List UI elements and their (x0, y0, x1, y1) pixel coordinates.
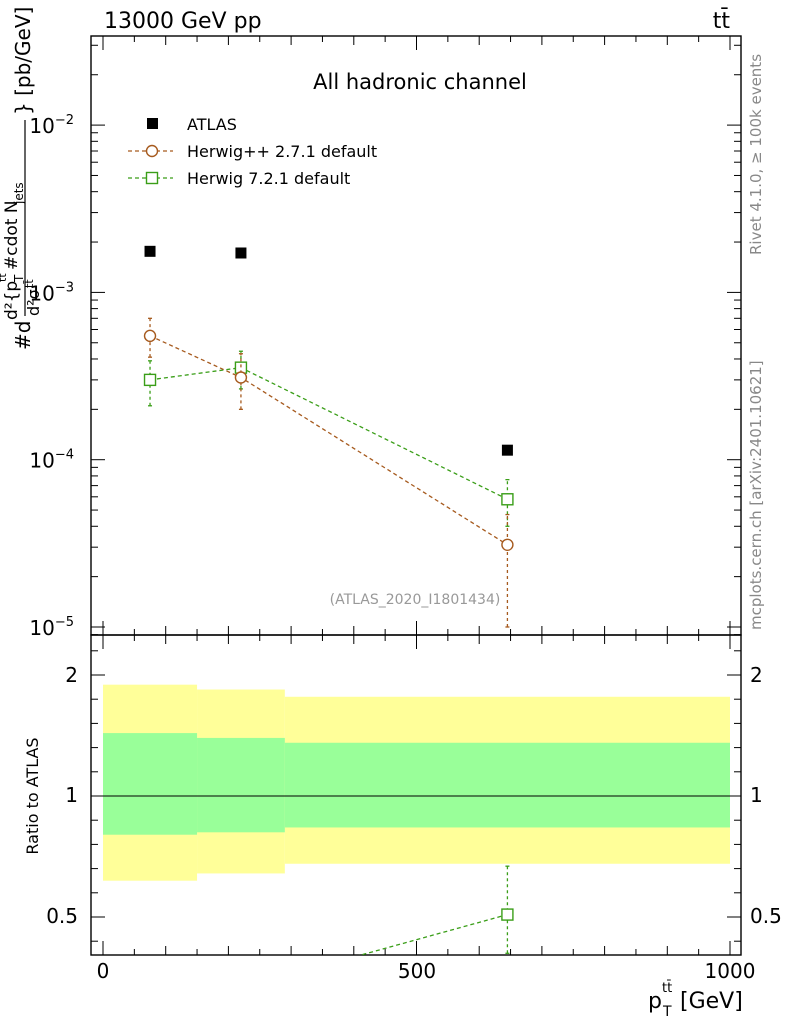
xtick-0: 0 (97, 959, 110, 983)
analysis-tag: (ATLAS_2020_I1801434) (330, 592, 501, 608)
ratio-ytick-right-2: 2 (750, 663, 763, 687)
axis-ticks (91, 36, 741, 955)
svg-text:tt̄: tt̄ (662, 981, 672, 996)
xtick-1000: 1000 (705, 959, 756, 983)
plot-title: All hadronic channel (313, 70, 527, 94)
atlas-point (235, 247, 247, 259)
xtick-500: 500 (398, 959, 436, 983)
ratio-ytick-right-0.5: 0.5 (750, 904, 782, 928)
main-ytick-label: 10−5 (29, 615, 74, 640)
svg-text:tt̄: tt̄ (0, 273, 9, 282)
ratio-y-tick-labels: 0.5 1 2 0.5 1 2 (46, 663, 782, 928)
process-label: tt̄ (713, 8, 731, 34)
main-y-axis-label: #d d²σ tt̄ d²{p T tt̄ #cdot N jets } [pb… (0, 7, 43, 350)
herwig7-ratio-point (501, 908, 514, 921)
legend-label-atlas: ATLAS (187, 115, 237, 134)
herwigpp-point (501, 538, 514, 551)
svg-text:T: T (662, 1004, 672, 1020)
rivet-version-label: Rivet 4.1.0, ≥ 100k events (747, 54, 765, 255)
main-ytick-label: 10−2 (29, 113, 74, 138)
atlas-point (501, 444, 513, 456)
x-axis-label: p T tt̄ [GeV] (648, 981, 743, 1020)
ratio-band (103, 733, 198, 835)
atlas-point (144, 245, 156, 257)
legend-label-herwig7: Herwig 7.2.1 default (187, 169, 350, 188)
ratio-y-axis-label: Ratio to ATLAS (23, 737, 42, 854)
svg-text:d²σ: d²σ (24, 289, 43, 316)
herwig7-ratio-line (358, 913, 508, 955)
main-ytick-label: 10−4 (29, 448, 74, 473)
legend-marker-atlas (147, 118, 158, 129)
main-data (143, 245, 514, 628)
herwig7-ratio-point (235, 983, 246, 994)
herwigpp-line (149, 335, 508, 546)
svg-text:#d: #d (11, 321, 35, 350)
ratio-ytick-left-0.5: 0.5 (46, 904, 78, 928)
ratio-band (197, 737, 285, 833)
source-label: mcplots.cern.ch [arXiv:2401.10621] (747, 360, 765, 630)
legend-marker-herwig7 (145, 171, 159, 185)
ratio-ytick-left-1: 1 (65, 783, 78, 807)
svg-text:tt̄: tt̄ (23, 279, 36, 288)
ratio-band (284, 742, 730, 828)
herwigpp-point (234, 371, 248, 384)
legend: ATLAS Herwig++ 2.7.1 default Herwig 7.2.… (128, 115, 377, 188)
svg-text:[GeV]: [GeV] (680, 989, 743, 1014)
ratio-ytick-right-1: 1 (750, 783, 763, 807)
main-y-tick-labels: 10−5 10−4 10−3 10−2 (29, 113, 74, 640)
svg-text:d²{p: d²{p (2, 281, 22, 320)
legend-marker-herwigpp (145, 144, 159, 158)
svg-text:#cdot N: #cdot N (2, 200, 22, 270)
herwig7-line (149, 366, 508, 500)
x-tick-labels: 0 500 1000 (97, 959, 756, 983)
legend-label-herwigpp: Herwig++ 2.7.1 default (187, 142, 377, 161)
herwig7-point (143, 373, 157, 387)
svg-text:jets: jets (12, 182, 26, 205)
main-ytick-label: 10−3 (29, 280, 74, 305)
herwigpp-point (143, 329, 157, 343)
svg-text:p: p (648, 989, 662, 1014)
ratio-data (235, 865, 514, 994)
herwig7-point (501, 493, 514, 506)
ratio-ytick-left-2: 2 (65, 663, 78, 687)
svg-text:} [pb/GeV]: } [pb/GeV] (11, 7, 35, 115)
svg-text:T: T (12, 274, 26, 283)
ratio-bands (103, 684, 730, 881)
energy-label: 13000 GeV pp (104, 9, 262, 34)
